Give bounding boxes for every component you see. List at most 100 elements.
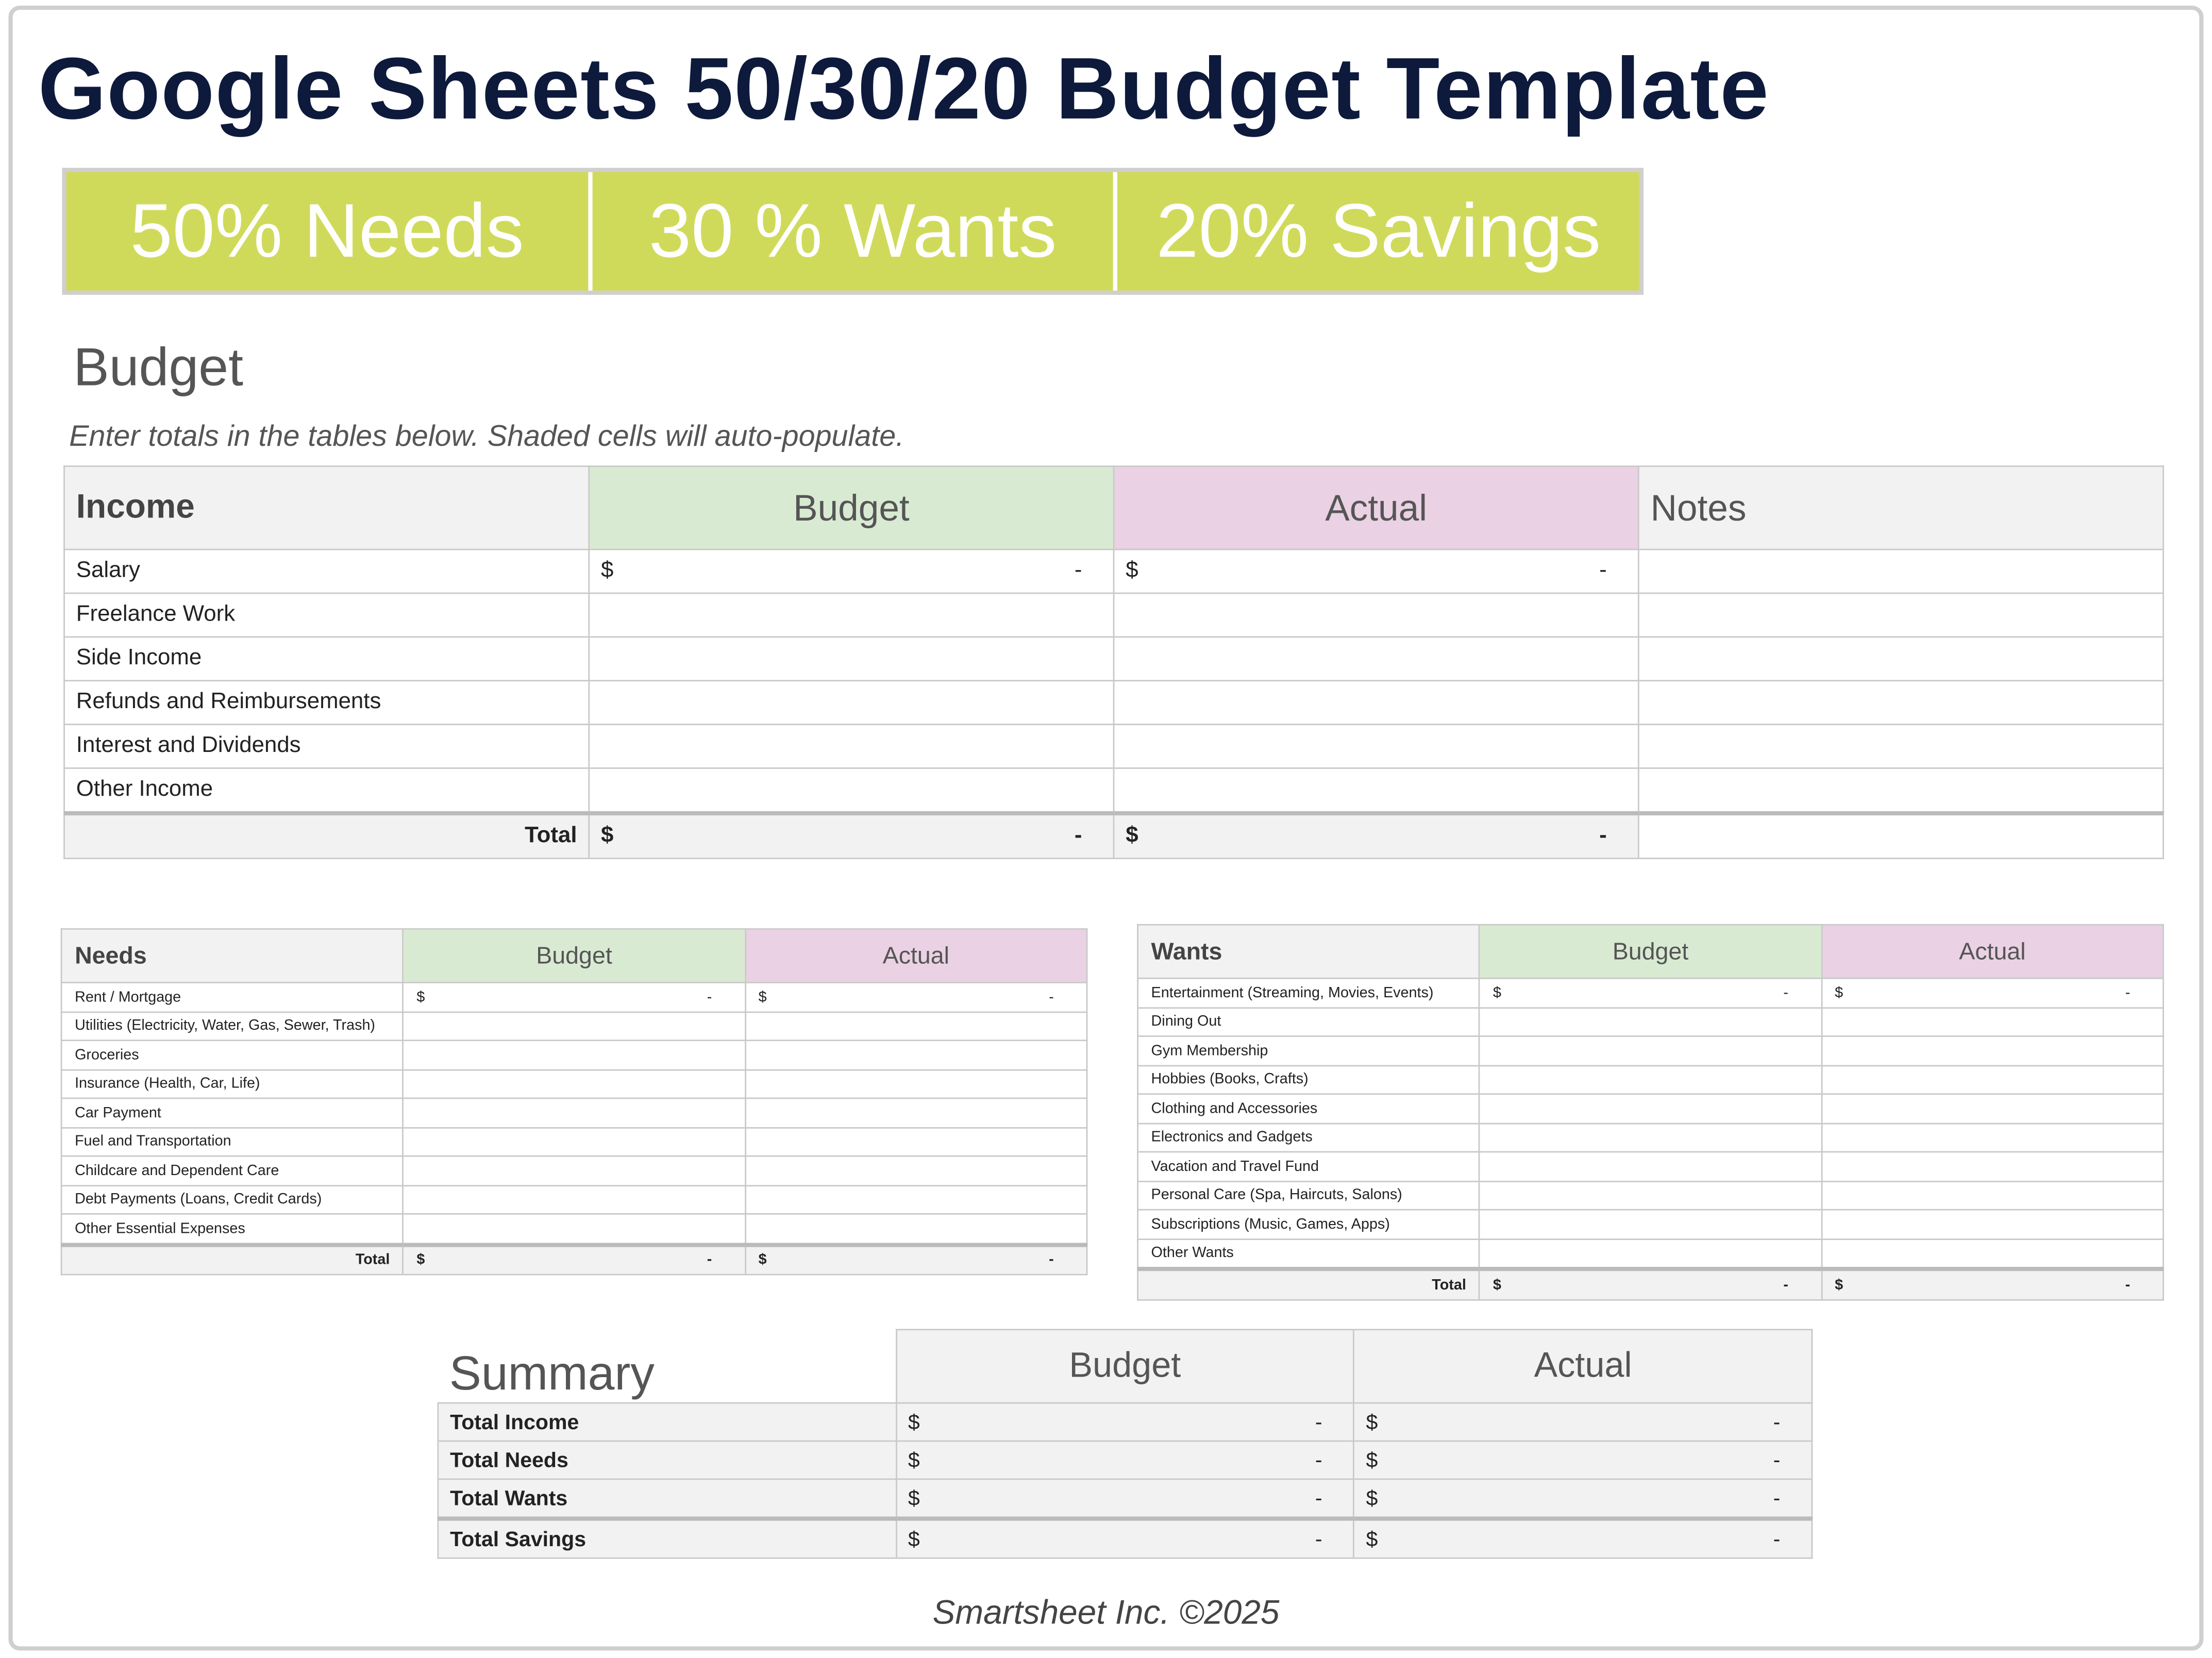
income-budget-cell[interactable] [588, 636, 1115, 682]
income-row: Freelance Work [63, 592, 2164, 638]
wants-actual-cell[interactable] [1820, 1180, 2164, 1211]
wants-budget-cell[interactable] [1479, 1122, 1822, 1153]
summary-row-label: Total Income [437, 1402, 897, 1442]
currency-symbol: $ [1366, 1486, 1378, 1511]
wants-total-budget[interactable]: $ - [1479, 1267, 1822, 1300]
needs-actual-cell[interactable] [744, 1126, 1088, 1157]
wants-row-label: Other Wants [1137, 1237, 1481, 1270]
income-total-actual[interactable]: $ - [1113, 811, 1639, 859]
amount-value: - [1074, 824, 1082, 848]
currency-symbol: $ [1493, 1276, 1501, 1294]
needs-budget-cell[interactable] [402, 1126, 746, 1157]
summary-budget-cell[interactable]: $ - [895, 1440, 1355, 1480]
income-actual-cell[interactable]: $ - [1113, 548, 1639, 594]
amount-value: - [1049, 1251, 1054, 1269]
income-budget-cell[interactable] [588, 680, 1115, 725]
summary-budget-cell[interactable]: $ - [895, 1402, 1355, 1442]
wants-budget-cell[interactable] [1479, 1209, 1822, 1240]
income-actual-cell[interactable] [1113, 592, 1639, 638]
wants-actual-cell[interactable]: $ - [1820, 977, 2164, 1008]
currency-symbol: $ [1366, 1448, 1378, 1472]
needs-total-actual[interactable]: $ - [744, 1242, 1088, 1276]
income-notes-cell[interactable] [1637, 680, 2164, 725]
wants-actual-cell[interactable] [1820, 1209, 2164, 1240]
needs-budget-cell[interactable] [402, 1155, 746, 1186]
wants-budget-cell[interactable] [1479, 1180, 1822, 1211]
needs-actual-cell[interactable]: $ - [744, 982, 1088, 1012]
wants-header-wants: Wants [1137, 924, 1481, 979]
income-budget-cell[interactable]: $ - [588, 548, 1115, 594]
income-row-label: Refunds and Reimbursements [63, 680, 590, 725]
income-notes-cell[interactable] [1637, 767, 2164, 814]
wants-budget-cell[interactable] [1479, 1007, 1822, 1037]
banner-wants: 30 % Wants [592, 172, 1118, 291]
income-total-notes[interactable] [1637, 811, 2164, 859]
income-budget-cell[interactable] [588, 724, 1115, 769]
summary-actual-cell[interactable]: $ - [1353, 1402, 1813, 1442]
income-total-budget[interactable]: $ - [588, 811, 1115, 859]
needs-header-actual: Actual [744, 928, 1088, 983]
income-total-row: Total $ - $ - [63, 811, 2164, 859]
summary-header-actual: Actual [1353, 1329, 1813, 1404]
summary-row: Total Wants $ - $ - [437, 1478, 1813, 1519]
needs-row-label: Insurance (Health, Car, Life) [60, 1068, 404, 1099]
income-row-label: Side Income [63, 636, 590, 682]
income-notes-cell[interactable] [1637, 592, 2164, 638]
needs-actual-cell[interactable] [744, 1184, 1088, 1215]
wants-header-budget: Budget [1479, 924, 1822, 979]
wants-actual-cell[interactable] [1820, 1237, 2164, 1270]
currency-symbol: $ [758, 1251, 767, 1269]
wants-budget-cell[interactable] [1479, 1237, 1822, 1270]
amount-value: - [1773, 1410, 1781, 1434]
wants-budget-cell[interactable] [1479, 1093, 1822, 1124]
wants-actual-cell[interactable] [1820, 1035, 2164, 1066]
wants-header-actual: Actual [1820, 924, 2164, 979]
income-budget-cell[interactable] [588, 592, 1115, 638]
needs-budget-cell[interactable] [402, 1011, 746, 1042]
income-notes-cell[interactable] [1637, 548, 2164, 594]
income-actual-cell[interactable] [1113, 636, 1639, 682]
needs-actual-cell[interactable] [744, 1011, 1088, 1042]
needs-budget-cell[interactable]: $ - [402, 982, 746, 1012]
summary-actual-cell[interactable]: $ - [1353, 1516, 1813, 1559]
wants-budget-cell[interactable]: $ - [1479, 977, 1822, 1008]
wants-budget-cell[interactable] [1479, 1064, 1822, 1095]
income-actual-cell[interactable] [1113, 767, 1639, 814]
wants-budget-cell[interactable] [1479, 1151, 1822, 1182]
needs-actual-cell[interactable] [744, 1068, 1088, 1099]
wants-actual-cell[interactable] [1820, 1122, 2164, 1153]
summary-budget-cell[interactable]: $ - [895, 1516, 1355, 1559]
summary-budget-cell[interactable]: $ - [895, 1478, 1355, 1519]
income-actual-cell[interactable] [1113, 724, 1639, 769]
needs-actual-cell[interactable] [744, 1097, 1088, 1128]
needs-actual-cell[interactable] [744, 1213, 1088, 1245]
wants-actual-cell[interactable] [1820, 1093, 2164, 1124]
income-notes-cell[interactable] [1637, 636, 2164, 682]
needs-budget-cell[interactable] [402, 1068, 746, 1099]
income-budget-cell[interactable] [588, 767, 1115, 814]
wants-actual-cell[interactable] [1820, 1151, 2164, 1182]
income-notes-cell[interactable] [1637, 724, 2164, 769]
needs-actual-cell[interactable] [744, 1040, 1088, 1070]
income-row: Interest and Dividends [63, 724, 2164, 769]
currency-symbol: $ [1366, 1410, 1378, 1434]
amount-value: - [1074, 558, 1082, 583]
needs-budget-cell[interactable] [402, 1213, 746, 1245]
needs-actual-cell[interactable] [744, 1155, 1088, 1186]
wants-actual-cell[interactable] [1820, 1064, 2164, 1095]
wants-row: Vacation and Travel Fund [1137, 1151, 2164, 1182]
banner-savings: 20% Savings [1156, 189, 1601, 274]
amount-value: - [1315, 1486, 1322, 1511]
wants-row-label: Entertainment (Streaming, Movies, Events… [1137, 977, 1481, 1008]
needs-budget-cell[interactable] [402, 1184, 746, 1215]
wants-actual-cell[interactable] [1820, 1007, 2164, 1037]
summary-actual-cell[interactable]: $ - [1353, 1478, 1813, 1519]
needs-total-budget[interactable]: $ - [402, 1242, 746, 1276]
wants-total-actual[interactable]: $ - [1820, 1267, 2164, 1300]
income-actual-cell[interactable] [1113, 680, 1639, 725]
needs-budget-cell[interactable] [402, 1040, 746, 1070]
wants-budget-cell[interactable] [1479, 1035, 1822, 1066]
needs-budget-cell[interactable] [402, 1097, 746, 1128]
summary-actual-cell[interactable]: $ - [1353, 1440, 1813, 1480]
